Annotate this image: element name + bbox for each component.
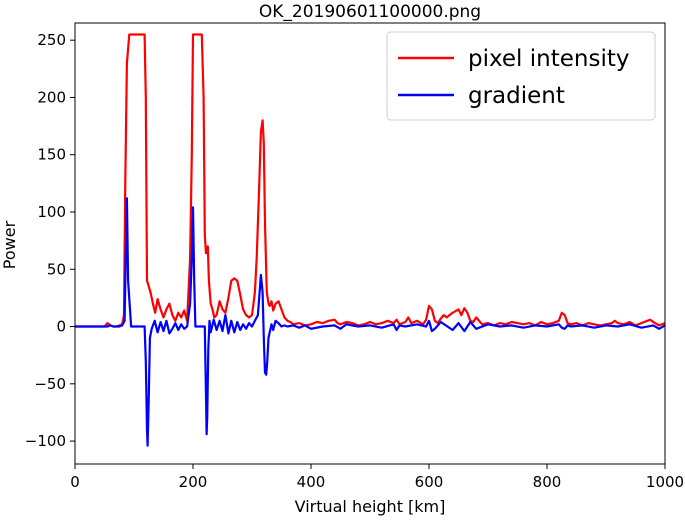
series-layer <box>75 33 665 447</box>
legend-label-gradient: gradient <box>468 83 565 109</box>
legend-box <box>386 31 656 121</box>
series-line-gradient <box>75 197 665 447</box>
x-axis: 0 200 400 600 800 1000 <box>70 464 684 491</box>
y-tick-label: 200 <box>37 88 66 106</box>
x-axis-title: Virtual height [km] <box>295 497 446 516</box>
plot-frame <box>74 22 666 465</box>
y-tick-label: 100 <box>37 203 66 221</box>
y-tick-label: 50 <box>47 260 66 278</box>
x-tick-label: 800 <box>533 473 562 491</box>
y-axis-title: Power <box>0 220 19 269</box>
chart-title: OK_20190601100000.png <box>259 2 481 22</box>
y-tick-label: 250 <box>37 31 66 49</box>
legend-label-pixel-intensity: pixel intensity <box>468 46 629 72</box>
legend: pixel intensity gradient <box>386 31 656 121</box>
y-tick-label: 0 <box>56 318 66 336</box>
x-tick-label: 400 <box>297 473 326 491</box>
y-axis: −100 −50 0 50 100 150 200 250 <box>25 31 75 450</box>
y-tick-label: −100 <box>25 432 66 450</box>
x-tick-label: 0 <box>70 473 80 491</box>
y-tick-label: −50 <box>34 375 66 393</box>
x-tick-label: 1000 <box>646 473 684 491</box>
x-tick-label: 600 <box>415 473 444 491</box>
y-tick-label: 150 <box>37 146 66 164</box>
x-tick-label: 200 <box>179 473 208 491</box>
